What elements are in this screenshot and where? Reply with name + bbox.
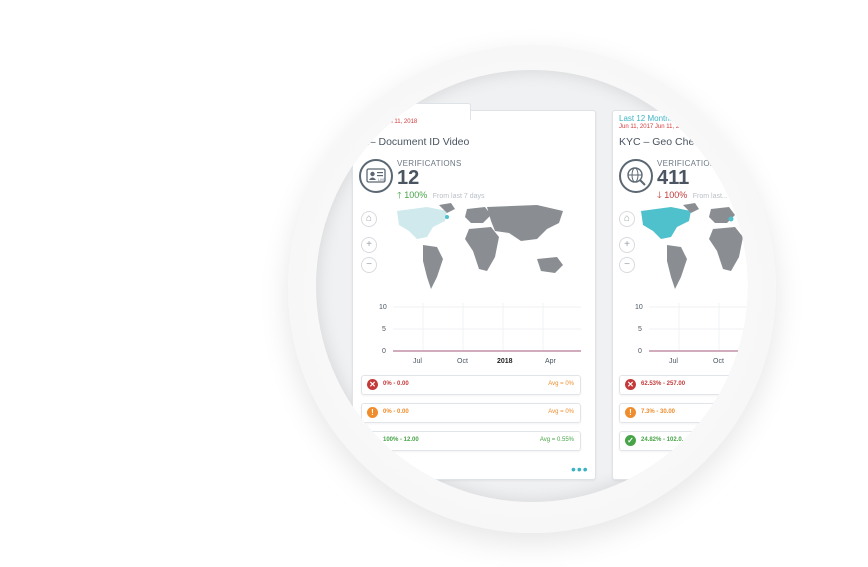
world-map[interactable] xyxy=(387,203,577,295)
period-selector[interactable]: ...ations ▾ xyxy=(361,108,396,117)
period-selector[interactable]: Last 12 Month... xyxy=(619,114,677,123)
map-home-button[interactable]: ⌂ xyxy=(619,211,635,227)
geo-search-icon xyxy=(619,159,653,193)
y-tick-5: 5 xyxy=(638,326,642,333)
card-tab xyxy=(343,103,471,120)
svg-text:LIVE: LIVE xyxy=(378,178,386,182)
status-row-error[interactable]: ✕ 0% - 0.00 Avg = 0% xyxy=(361,375,581,395)
verification-card-geo-check: Last 12 Month... Jun 11, 2017 Jun 11, 20… xyxy=(612,110,748,480)
x-tick-oct: Oct xyxy=(713,358,724,365)
trend-percent: 100% xyxy=(664,190,688,200)
x-tick-2018: 2018 xyxy=(497,358,513,365)
row-avg: Avg = 0% xyxy=(548,409,574,415)
verifications-count: 411 xyxy=(657,167,690,189)
verification-card-document-id-video: ...ations ▾ Jun 11, 2018 ...– Document I… xyxy=(343,103,596,480)
map-south-america xyxy=(667,245,687,289)
row-text: 0% - 0.00 xyxy=(383,381,409,387)
map-highlight-point xyxy=(728,216,734,222)
card-title: KYC – Geo Check xyxy=(619,136,705,148)
row-text: 7.3% - 30.00 xyxy=(641,409,676,415)
arrow-up-icon: 🡑 xyxy=(397,190,402,200)
magnifier-lens: ...ations ▾ Jun 11, 2018 ...– Document I… xyxy=(316,70,748,502)
trend-indicator: 🡓 100% From last... xyxy=(657,188,728,204)
map-home-button[interactable]: ⌂ xyxy=(361,211,377,227)
status-row-error[interactable]: ✕ 62.53% - 257.00 xyxy=(619,375,748,395)
verifications-count: 12 xyxy=(397,167,420,189)
trend-indicator: 🡑 100% From last 7 days xyxy=(397,188,485,204)
status-row-success[interactable]: ✓ 100% - 12.00 Avg = 0.55% xyxy=(361,431,581,451)
y-tick-0: 0 xyxy=(638,348,642,355)
more-options-icon[interactable]: ••• xyxy=(571,461,589,477)
trend-note: From last 7 days xyxy=(432,193,485,200)
x-icon: ✕ xyxy=(625,379,636,390)
map-south-america xyxy=(423,245,443,289)
verifications-label: VERIFICATIONS xyxy=(657,159,722,168)
date-range: Jun 11, 2017 Jun 11, 2018 xyxy=(619,124,690,130)
warning-icon: ! xyxy=(367,407,378,418)
warning-icon: ! xyxy=(625,407,636,418)
map-asia xyxy=(487,205,563,241)
row-avg: Avg = 0.55% xyxy=(539,437,574,443)
id-document-icon: LIVE xyxy=(359,159,393,193)
map-greenland xyxy=(439,203,455,213)
dashboard-view: ...ations ▾ Jun 11, 2018 ...– Document I… xyxy=(316,70,748,502)
row-text: 0% - 0.00 xyxy=(383,409,409,415)
x-tick-oct: Oct xyxy=(457,358,468,365)
x-tick-jul: Jul xyxy=(413,358,422,365)
map-zoom-out-button[interactable]: − xyxy=(619,257,635,273)
trend-percent: 100% xyxy=(404,190,428,200)
row-text: 24.82% - 102.0... xyxy=(641,437,687,443)
map-zoom-out-button[interactable]: − xyxy=(361,257,377,273)
x-tick-jul: Jul xyxy=(669,358,678,365)
map-africa xyxy=(465,227,499,271)
verifications-chart: 10 5 0 Jul Oct 2018 Apr xyxy=(379,303,581,365)
y-tick-10: 10 xyxy=(635,304,643,311)
map-greenland xyxy=(683,203,699,213)
status-row-warning[interactable]: ! 0% - 0.00 Avg = 0% xyxy=(361,403,581,423)
map-zoom-in-button[interactable]: + xyxy=(361,237,377,253)
map-europe xyxy=(465,207,491,223)
y-tick-10: 10 xyxy=(379,304,387,311)
map-highlight-point xyxy=(445,215,449,219)
x-tick-apr: Apr xyxy=(545,358,557,365)
map-australia xyxy=(537,257,563,273)
map-africa xyxy=(709,227,743,271)
arrow-down-icon: 🡓 xyxy=(657,190,662,200)
date-range: Jun 11, 2018 xyxy=(383,119,418,125)
card-title: ...– Document ID Video xyxy=(361,136,470,148)
trend-note: From last... xyxy=(692,193,728,200)
check-icon: ✓ xyxy=(367,435,378,446)
status-row-success[interactable]: ✓ 24.82% - 102.0... xyxy=(619,431,748,451)
y-tick-5: 5 xyxy=(382,326,386,333)
row-avg: Avg = 0% xyxy=(548,381,574,387)
check-icon: ✓ xyxy=(625,435,636,446)
verifications-label: VERIFICATIONS xyxy=(397,159,462,168)
verifications-chart: 10 5 0 Jul Oct xyxy=(635,303,748,365)
row-text: 62.53% - 257.00 xyxy=(641,381,686,387)
world-map[interactable] xyxy=(631,203,748,295)
y-tick-0: 0 xyxy=(382,348,386,355)
map-north-america xyxy=(641,207,691,239)
row-text: 100% - 12.00 xyxy=(383,437,419,443)
map-north-america xyxy=(397,207,447,239)
status-row-warning[interactable]: ! 7.3% - 30.00 xyxy=(619,403,748,423)
map-zoom-in-button[interactable]: + xyxy=(619,237,635,253)
x-icon: ✕ xyxy=(367,379,378,390)
